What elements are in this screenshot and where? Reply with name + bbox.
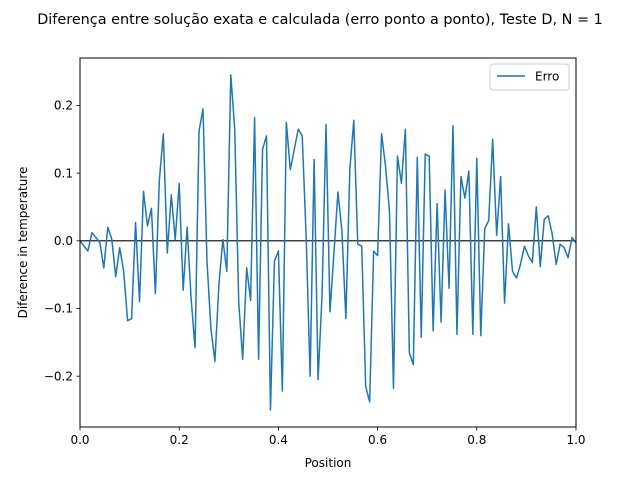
x-axis-label: Position [305,456,352,470]
chart-title: Diferença entre solução exata e calculad… [37,12,603,28]
x-tick-label: 0.8 [467,433,486,447]
x-tick-label: 0.4 [269,433,288,447]
y-axis-label: Diference in temperature [16,167,30,319]
y-tick-label: 0.1 [54,166,73,180]
y-tick-label: 0.0 [54,234,73,248]
x-tick-label: 0.0 [70,433,89,447]
y-tick-label: −0.2 [44,369,73,383]
x-tick-label: 1.0 [566,433,585,447]
y-tick-label: −0.1 [44,302,73,316]
legend-label-erro: Erro [535,70,559,84]
y-tick-label: 0.2 [54,99,73,113]
x-tick-label: 0.6 [368,433,387,447]
x-tick-label: 0.2 [170,433,189,447]
legend: Erro [490,64,569,90]
